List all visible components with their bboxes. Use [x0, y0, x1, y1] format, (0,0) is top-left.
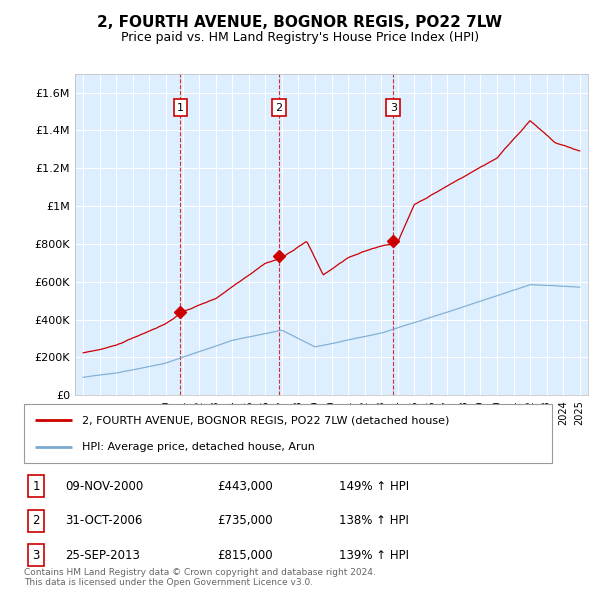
Text: 09-NOV-2000: 09-NOV-2000 — [65, 480, 143, 493]
Text: Price paid vs. HM Land Registry's House Price Index (HPI): Price paid vs. HM Land Registry's House … — [121, 31, 479, 44]
Text: 139% ↑ HPI: 139% ↑ HPI — [338, 549, 409, 562]
Text: 2: 2 — [275, 103, 283, 113]
Text: 149% ↑ HPI: 149% ↑ HPI — [338, 480, 409, 493]
Text: 25-SEP-2013: 25-SEP-2013 — [65, 549, 140, 562]
Text: HPI: Average price, detached house, Arun: HPI: Average price, detached house, Arun — [82, 442, 315, 452]
Text: 2, FOURTH AVENUE, BOGNOR REGIS, PO22 7LW (detached house): 2, FOURTH AVENUE, BOGNOR REGIS, PO22 7LW… — [82, 415, 449, 425]
FancyBboxPatch shape — [24, 404, 552, 463]
Text: £735,000: £735,000 — [217, 514, 273, 527]
Text: £815,000: £815,000 — [217, 549, 273, 562]
Text: 3: 3 — [390, 103, 397, 113]
Text: Contains HM Land Registry data © Crown copyright and database right 2024.
This d: Contains HM Land Registry data © Crown c… — [24, 568, 376, 587]
Text: 31-OCT-2006: 31-OCT-2006 — [65, 514, 143, 527]
Text: 1: 1 — [32, 480, 40, 493]
Text: 138% ↑ HPI: 138% ↑ HPI — [338, 514, 409, 527]
Text: 2, FOURTH AVENUE, BOGNOR REGIS, PO22 7LW: 2, FOURTH AVENUE, BOGNOR REGIS, PO22 7LW — [97, 15, 503, 30]
Text: 3: 3 — [32, 549, 40, 562]
Text: 2: 2 — [32, 514, 40, 527]
Text: £443,000: £443,000 — [217, 480, 273, 493]
Text: 1: 1 — [177, 103, 184, 113]
